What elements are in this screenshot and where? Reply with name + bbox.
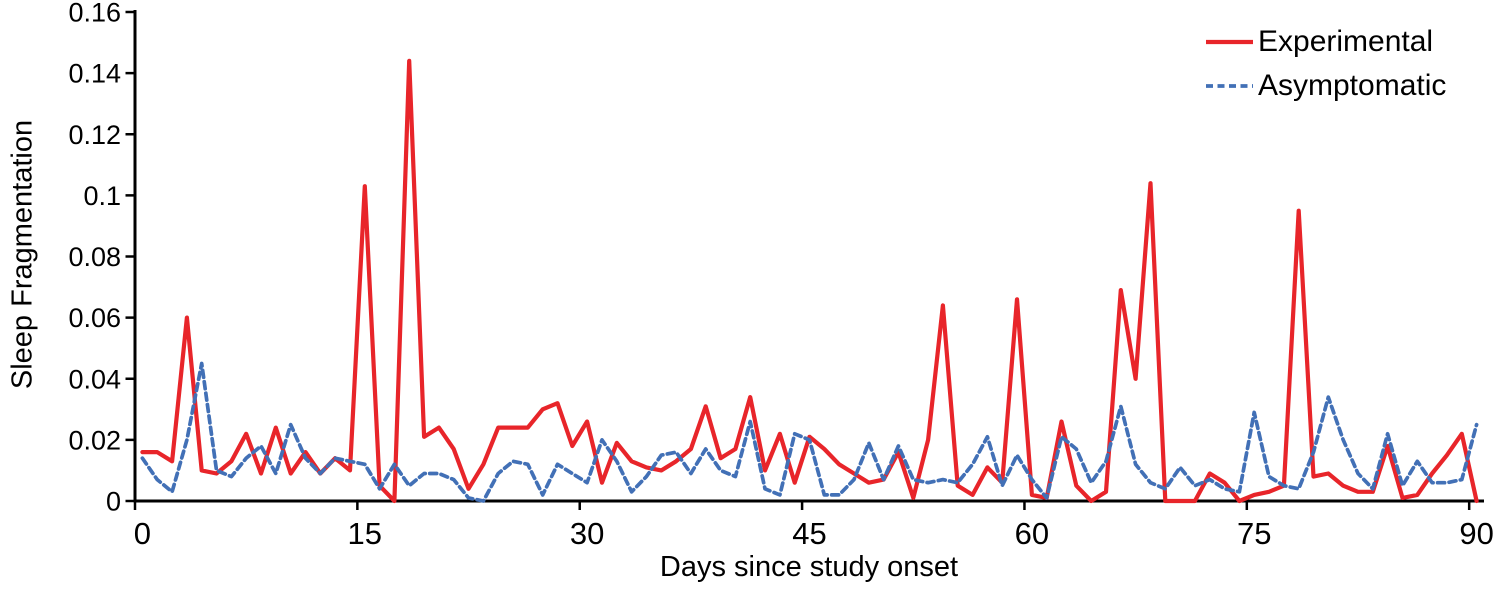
- y-axis-title: Sleep Fragmentation: [6, 119, 39, 390]
- x-tick-label: 90: [1459, 516, 1493, 551]
- x-tick-label: 45: [792, 516, 826, 551]
- y-tick-label: 0: [106, 487, 121, 517]
- legend: Experimental Asymptomatic: [1205, 20, 1446, 108]
- legend-label-asymptomatic: Asymptomatic: [1258, 69, 1447, 102]
- series-line-asymptomatic: [140, 361, 1479, 503]
- legend-item-asymptomatic: Asymptomatic: [1205, 64, 1446, 108]
- y-tick-label: 0.16: [68, 0, 121, 28]
- y-tick-label: 0.02: [68, 425, 121, 455]
- legend-label-experimental: Experimental: [1258, 25, 1434, 58]
- y-tick-label: 0.08: [68, 242, 121, 272]
- x-tick-label: 0: [134, 516, 151, 551]
- x-tick-label: 15: [348, 516, 382, 551]
- legend-item-experimental: Experimental: [1205, 20, 1446, 64]
- series-line-experimental: [140, 58, 1479, 504]
- y-tick-label: 0.12: [68, 120, 121, 150]
- x-tick-label: 60: [1015, 516, 1049, 551]
- x-axis-title: Days since study onset: [659, 551, 959, 583]
- y-tick-label: 0.06: [68, 303, 121, 333]
- y-tick-label: 0.14: [68, 59, 121, 89]
- x-tick-label: 30: [570, 516, 604, 551]
- dashed-line-swatch-icon: [1206, 84, 1253, 88]
- y-tick-label: 0.04: [68, 364, 121, 394]
- y-tick-label: 0.1: [83, 181, 121, 211]
- solid-line-swatch-icon: [1206, 39, 1253, 45]
- x-tick-label: 75: [1237, 516, 1271, 551]
- axes-frame: [133, 10, 1484, 503]
